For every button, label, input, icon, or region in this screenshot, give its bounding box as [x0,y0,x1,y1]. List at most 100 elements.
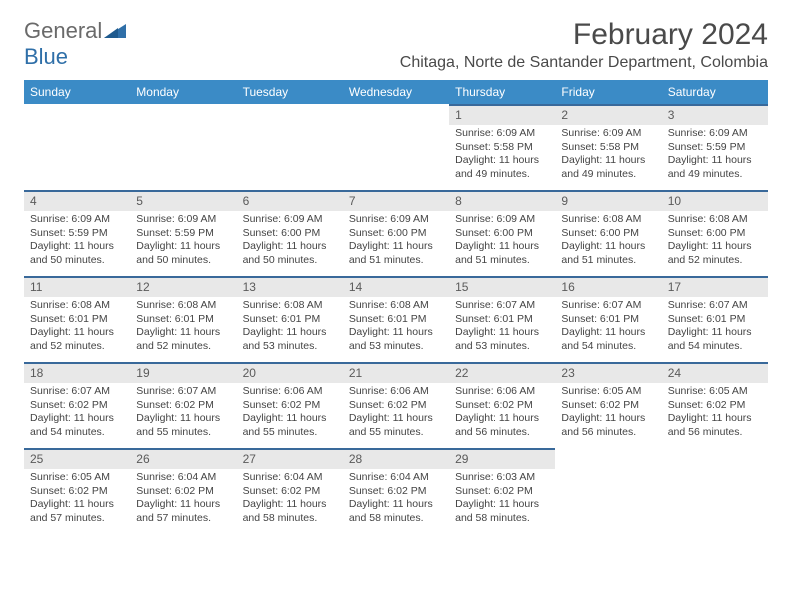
day-details: Sunrise: 6:06 AMSunset: 6:02 PMDaylight:… [449,383,555,441]
day-number: 13 [237,276,343,297]
day-sunrise: Sunrise: 6:04 AM [349,471,443,484]
day-details: Sunrise: 6:07 AMSunset: 6:01 PMDaylight:… [555,297,661,355]
day-number: 5 [130,190,236,211]
calendar-cell: 7Sunrise: 6:09 AMSunset: 6:00 PMDaylight… [343,190,449,276]
day-number: 25 [24,448,130,469]
day-day1: Daylight: 11 hours [668,240,762,253]
calendar-cell [24,104,130,190]
day-number: 19 [130,362,236,383]
day-number: 20 [237,362,343,383]
day-day1: Daylight: 11 hours [561,412,655,425]
day-sunset: Sunset: 6:02 PM [668,399,762,412]
day-day2: and 54 minutes. [668,340,762,353]
day-header: Sunday [24,80,130,104]
day-day2: and 52 minutes. [30,340,124,353]
calendar-cell: 23Sunrise: 6:05 AMSunset: 6:02 PMDayligh… [555,362,661,448]
day-sunrise: Sunrise: 6:08 AM [136,299,230,312]
day-sunset: Sunset: 6:01 PM [243,313,337,326]
day-sunrise: Sunrise: 6:06 AM [243,385,337,398]
day-day1: Daylight: 11 hours [455,154,549,167]
day-number: 29 [449,448,555,469]
day-sunset: Sunset: 6:02 PM [30,399,124,412]
calendar-cell: 9Sunrise: 6:08 AMSunset: 6:00 PMDaylight… [555,190,661,276]
logo-word1: General [24,18,102,43]
day-number: 26 [130,448,236,469]
day-sunset: Sunset: 6:02 PM [243,399,337,412]
day-day1: Daylight: 11 hours [243,498,337,511]
calendar-week: 1Sunrise: 6:09 AMSunset: 5:58 PMDaylight… [24,104,768,190]
day-details: Sunrise: 6:08 AMSunset: 6:01 PMDaylight:… [343,297,449,355]
day-day2: and 56 minutes. [561,426,655,439]
day-day1: Daylight: 11 hours [455,240,549,253]
calendar-cell: 21Sunrise: 6:06 AMSunset: 6:02 PMDayligh… [343,362,449,448]
day-sunrise: Sunrise: 6:05 AM [668,385,762,398]
day-header: Tuesday [237,80,343,104]
day-sunrise: Sunrise: 6:08 AM [30,299,124,312]
day-details: Sunrise: 6:07 AMSunset: 6:01 PMDaylight:… [449,297,555,355]
calendar-cell: 13Sunrise: 6:08 AMSunset: 6:01 PMDayligh… [237,276,343,362]
day-day1: Daylight: 11 hours [561,154,655,167]
calendar-cell: 16Sunrise: 6:07 AMSunset: 6:01 PMDayligh… [555,276,661,362]
day-day1: Daylight: 11 hours [243,240,337,253]
day-details: Sunrise: 6:09 AMSunset: 5:59 PMDaylight:… [662,125,768,183]
day-day2: and 58 minutes. [455,512,549,525]
calendar-week: 18Sunrise: 6:07 AMSunset: 6:02 PMDayligh… [24,362,768,448]
day-details: Sunrise: 6:04 AMSunset: 6:02 PMDaylight:… [237,469,343,527]
day-details: Sunrise: 6:08 AMSunset: 6:01 PMDaylight:… [24,297,130,355]
day-details: Sunrise: 6:07 AMSunset: 6:01 PMDaylight:… [662,297,768,355]
day-details: Sunrise: 6:07 AMSunset: 6:02 PMDaylight:… [24,383,130,441]
day-sunrise: Sunrise: 6:09 AM [349,213,443,226]
calendar-cell: 11Sunrise: 6:08 AMSunset: 6:01 PMDayligh… [24,276,130,362]
day-sunset: Sunset: 6:00 PM [243,227,337,240]
calendar-cell [343,104,449,190]
day-sunrise: Sunrise: 6:09 AM [561,127,655,140]
day-details: Sunrise: 6:08 AMSunset: 6:01 PMDaylight:… [237,297,343,355]
header: GeneralBlue February 2024 Chitaga, Norte… [24,18,768,72]
day-number: 21 [343,362,449,383]
day-day2: and 49 minutes. [668,168,762,181]
calendar-cell: 28Sunrise: 6:04 AMSunset: 6:02 PMDayligh… [343,448,449,534]
calendar-cell: 20Sunrise: 6:06 AMSunset: 6:02 PMDayligh… [237,362,343,448]
day-details: Sunrise: 6:05 AMSunset: 6:02 PMDaylight:… [24,469,130,527]
day-sunset: Sunset: 6:00 PM [561,227,655,240]
day-number: 11 [24,276,130,297]
day-sunset: Sunset: 6:01 PM [30,313,124,326]
day-day2: and 51 minutes. [561,254,655,267]
day-details: Sunrise: 6:09 AMSunset: 6:00 PMDaylight:… [449,211,555,269]
calendar-week: 11Sunrise: 6:08 AMSunset: 6:01 PMDayligh… [24,276,768,362]
day-details: Sunrise: 6:08 AMSunset: 6:00 PMDaylight:… [662,211,768,269]
day-sunrise: Sunrise: 6:09 AM [243,213,337,226]
day-day2: and 52 minutes. [136,340,230,353]
day-day2: and 55 minutes. [136,426,230,439]
day-sunset: Sunset: 6:00 PM [455,227,549,240]
day-header: Wednesday [343,80,449,104]
day-sunrise: Sunrise: 6:09 AM [30,213,124,226]
calendar-cell: 14Sunrise: 6:08 AMSunset: 6:01 PMDayligh… [343,276,449,362]
logo-word2: Blue [24,44,68,69]
day-details: Sunrise: 6:08 AMSunset: 6:00 PMDaylight:… [555,211,661,269]
location: Chitaga, Norte de Santander Department, … [400,54,768,72]
day-day2: and 49 minutes. [455,168,549,181]
calendar-cell: 10Sunrise: 6:08 AMSunset: 6:00 PMDayligh… [662,190,768,276]
day-sunset: Sunset: 6:01 PM [561,313,655,326]
day-sunrise: Sunrise: 6:07 AM [455,299,549,312]
calendar-cell: 5Sunrise: 6:09 AMSunset: 5:59 PMDaylight… [130,190,236,276]
calendar-cell: 1Sunrise: 6:09 AMSunset: 5:58 PMDaylight… [449,104,555,190]
day-day2: and 53 minutes. [243,340,337,353]
day-header: Thursday [449,80,555,104]
day-day2: and 50 minutes. [30,254,124,267]
calendar-cell [130,104,236,190]
day-details: Sunrise: 6:05 AMSunset: 6:02 PMDaylight:… [662,383,768,441]
day-details: Sunrise: 6:03 AMSunset: 6:02 PMDaylight:… [449,469,555,527]
day-details: Sunrise: 6:04 AMSunset: 6:02 PMDaylight:… [343,469,449,527]
day-header: Friday [555,80,661,104]
day-day1: Daylight: 11 hours [30,326,124,339]
day-details: Sunrise: 6:04 AMSunset: 6:02 PMDaylight:… [130,469,236,527]
day-sunrise: Sunrise: 6:09 AM [136,213,230,226]
day-number: 4 [24,190,130,211]
day-day2: and 54 minutes. [561,340,655,353]
day-day1: Daylight: 11 hours [455,412,549,425]
calendar-table: Sunday Monday Tuesday Wednesday Thursday… [24,80,768,534]
day-number: 27 [237,448,343,469]
day-day1: Daylight: 11 hours [668,154,762,167]
